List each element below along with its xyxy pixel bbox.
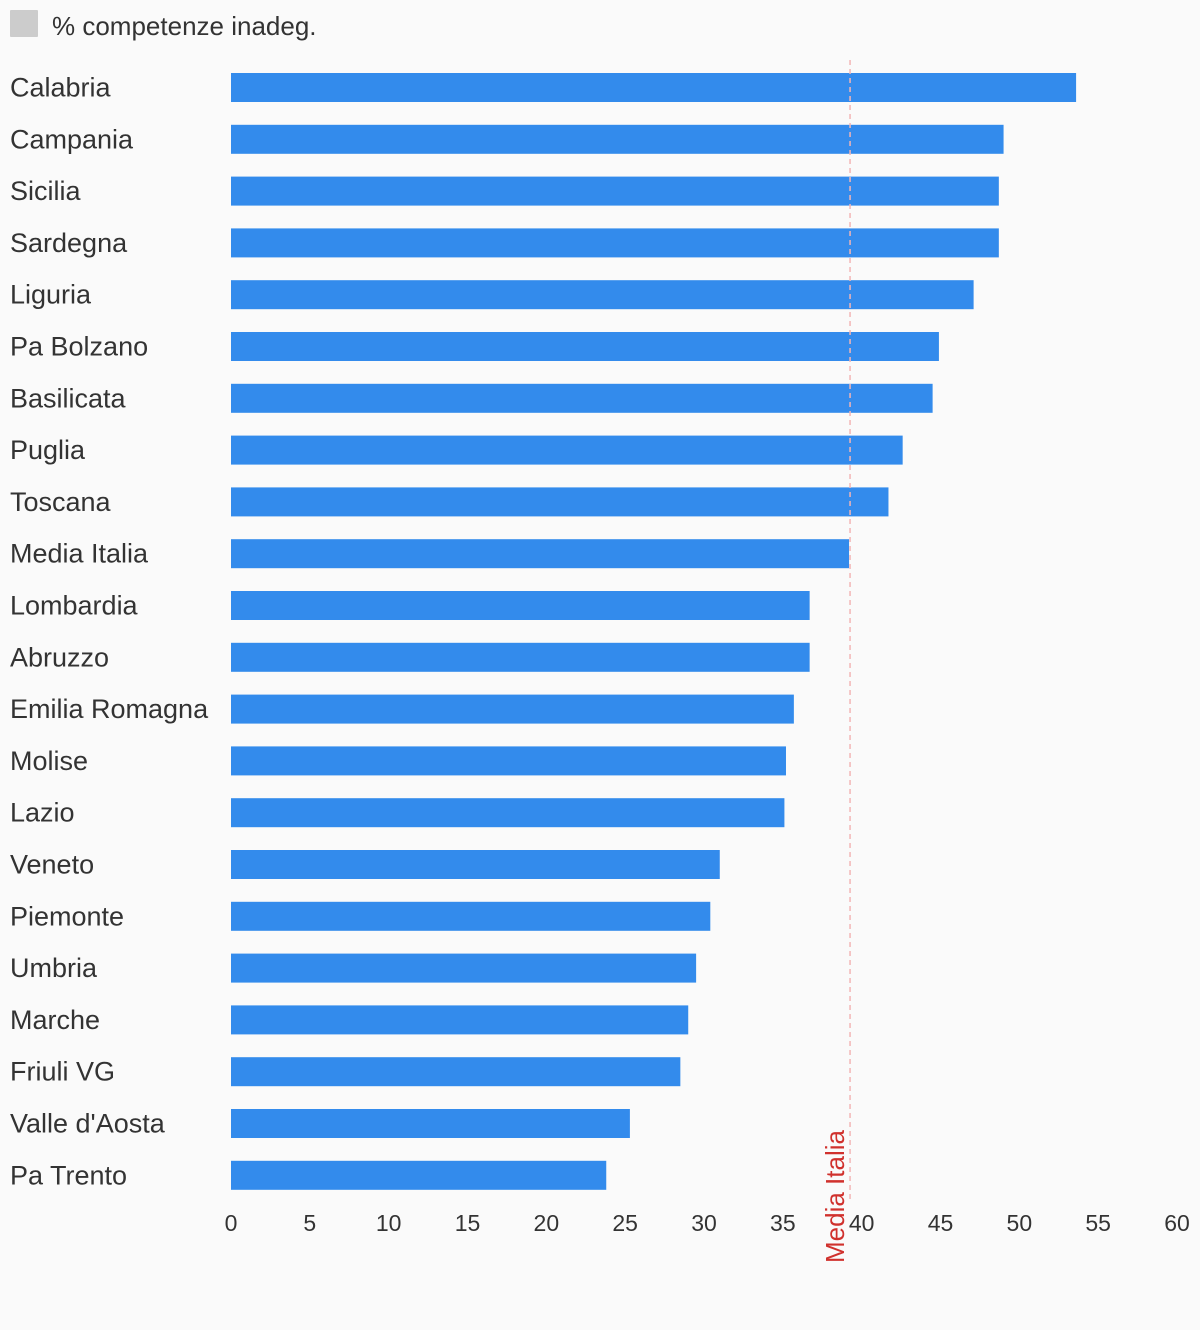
x-tick-label: 55 [1085, 1210, 1111, 1236]
category-label: Molise [10, 746, 88, 776]
bars [231, 73, 1077, 1190]
category-label: Abruzzo [10, 642, 109, 672]
x-tick-label: 15 [455, 1210, 481, 1236]
bar [231, 487, 889, 517]
category-label: Lazio [10, 798, 75, 828]
bar [231, 953, 697, 983]
category-label: Pa Bolzano [10, 332, 148, 362]
category-label: Calabria [10, 73, 112, 103]
bar [231, 435, 903, 465]
bar [231, 1160, 607, 1190]
bar [231, 280, 974, 310]
bar [231, 228, 999, 258]
x-tick-label: 20 [534, 1210, 560, 1236]
x-tick-label: 50 [1007, 1210, 1033, 1236]
category-label: Veneto [10, 850, 94, 880]
x-tick-label: 10 [376, 1210, 402, 1236]
reference-line-label: Media Italia [820, 1130, 850, 1263]
bar [231, 798, 785, 828]
category-labels: Calabria Campania Sicilia Sardegna Liguria Pa… [10, 73, 209, 1191]
x-tick-label: 35 [770, 1210, 796, 1236]
bar [231, 1057, 681, 1087]
legend: % competenze inadeg. [10, 10, 317, 41]
category-label: Friuli VG [10, 1057, 115, 1087]
bar [231, 73, 1077, 102]
category-label: Sicilia [10, 176, 82, 206]
category-label: Pa Trento [10, 1160, 127, 1190]
bar [231, 591, 810, 620]
x-tick-label: 45 [928, 1210, 954, 1236]
bar [231, 694, 794, 724]
bar [231, 850, 720, 879]
bar [231, 176, 999, 206]
category-label: Sardegna [10, 228, 128, 258]
legend-label: % competenze inadeg. [52, 11, 317, 41]
category-label: Valle d'Aosta [10, 1109, 166, 1139]
bar [231, 746, 786, 776]
bar [231, 642, 810, 672]
reference-line-group: Media Italia [820, 60, 851, 1263]
legend-swatch [10, 10, 38, 37]
bar [231, 901, 711, 931]
x-tick-label: 60 [1164, 1210, 1190, 1236]
x-axis: 0 5 10 15 20 25 30 35 40 45 50 55 60 [225, 1210, 1190, 1236]
x-tick-label: 25 [612, 1210, 638, 1236]
bar [231, 1005, 689, 1035]
category-label: Campania [10, 124, 134, 154]
bar [231, 124, 1004, 154]
bar [231, 1109, 630, 1138]
category-label: Puglia [10, 435, 86, 465]
bar [231, 383, 933, 413]
category-label: Media Italia [10, 539, 149, 569]
x-tick-label: 5 [303, 1210, 316, 1236]
category-label: Marche [10, 1005, 100, 1035]
x-tick-label: 40 [849, 1210, 875, 1236]
category-label: Piemonte [10, 901, 124, 931]
category-label: Toscana [10, 487, 112, 517]
category-label: Basilicata [10, 383, 127, 413]
category-label: Emilia Romagna [10, 694, 209, 724]
category-label: Lombardia [10, 591, 139, 621]
category-label: Liguria [10, 280, 92, 310]
bar [231, 332, 939, 361]
bar [231, 539, 850, 569]
category-label: Umbria [10, 953, 98, 983]
x-tick-label: 30 [691, 1210, 717, 1236]
x-tick-label: 0 [225, 1210, 238, 1236]
